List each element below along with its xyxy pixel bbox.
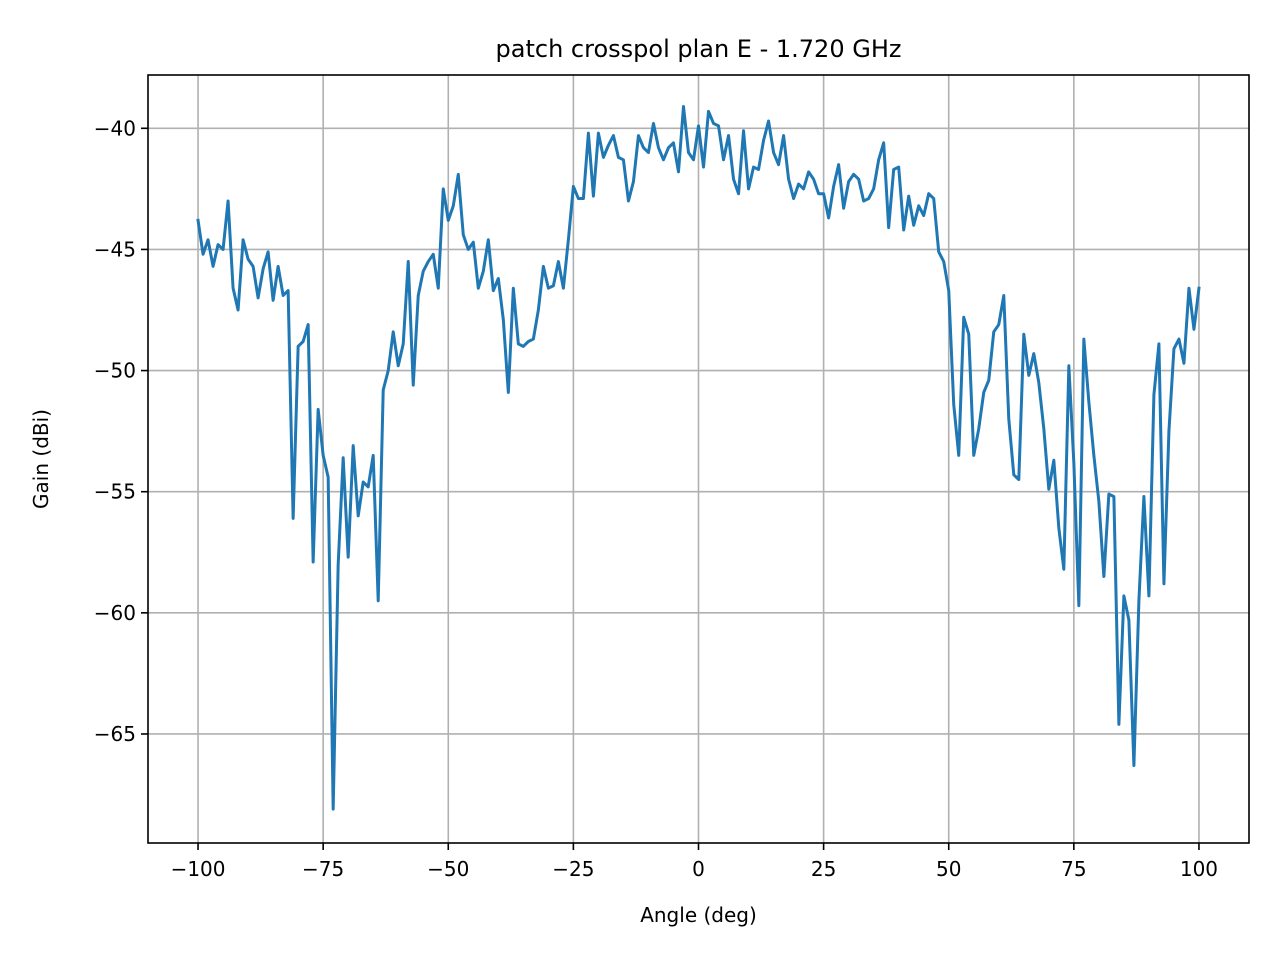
y-tick-label: −50 — [94, 359, 136, 383]
x-tick-label: −100 — [171, 857, 226, 881]
x-tick-label: 0 — [692, 857, 705, 881]
x-tick-label: −25 — [552, 857, 594, 881]
ticks: −100 −75 −50 −25 0 25 50 75 100 −65 −60 −55 −50 −45 −4… — [94, 116, 1218, 881]
y-tick-label: −45 — [94, 237, 136, 261]
series-line — [196, 105, 1201, 811]
plot-area — [196, 105, 1201, 811]
x-tick-label: 75 — [1061, 857, 1086, 881]
y-axis-label: Gain (dBi) — [29, 409, 53, 509]
x-axis-label: Angle (deg) — [640, 903, 757, 927]
chart-title: patch crosspol plan E - 1.720 GHz — [496, 35, 902, 63]
x-tick-label: −75 — [302, 857, 344, 881]
y-tick-label: −55 — [94, 480, 136, 504]
y-tick-label: −40 — [94, 116, 136, 140]
x-tick-label: 100 — [1180, 857, 1218, 881]
x-tick-label: −50 — [427, 857, 469, 881]
x-tick-label: 25 — [811, 857, 836, 881]
y-tick-label: −65 — [94, 722, 136, 746]
x-tick-label: 50 — [936, 857, 961, 881]
y-tick-label: −60 — [94, 601, 136, 625]
